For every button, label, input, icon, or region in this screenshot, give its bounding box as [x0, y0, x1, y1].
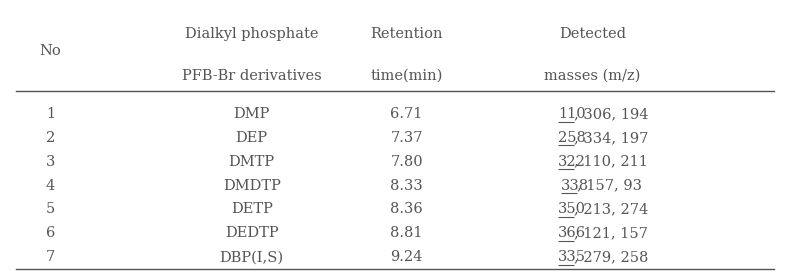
Text: DEP: DEP [235, 131, 268, 145]
Text: Dialkyl phosphate: Dialkyl phosphate [185, 27, 318, 41]
Text: Detected: Detected [559, 27, 626, 41]
Text: DBP(I,S): DBP(I,S) [220, 250, 284, 264]
Text: 5: 5 [46, 202, 55, 216]
Text: 338: 338 [561, 179, 589, 193]
Text: , 121, 157: , 121, 157 [574, 226, 648, 240]
Text: 7.80: 7.80 [390, 155, 423, 169]
Text: 1: 1 [46, 107, 55, 121]
Text: , 279, 258: , 279, 258 [574, 250, 649, 264]
Text: time(min): time(min) [371, 69, 443, 83]
Text: DMP: DMP [234, 107, 270, 121]
Text: 8.33: 8.33 [390, 179, 423, 193]
Text: 7: 7 [46, 250, 55, 264]
Text: , 334, 197: , 334, 197 [574, 131, 649, 145]
Text: 366: 366 [559, 226, 586, 240]
Text: 6.71: 6.71 [390, 107, 423, 121]
Text: DMDTP: DMDTP [223, 179, 280, 193]
Text: 9.24: 9.24 [390, 250, 423, 264]
Text: 7.37: 7.37 [390, 131, 423, 145]
Text: DMTP: DMTP [229, 155, 275, 169]
Text: PFB-Br derivatives: PFB-Br derivatives [182, 69, 322, 83]
Text: , 213, 274: , 213, 274 [574, 202, 649, 216]
Text: Retention: Retention [371, 27, 443, 41]
Text: DETP: DETP [231, 202, 273, 216]
Text: DEDTP: DEDTP [225, 226, 279, 240]
Text: 8.81: 8.81 [390, 226, 423, 240]
Text: , 157, 93: , 157, 93 [577, 179, 641, 193]
Text: 2: 2 [46, 131, 55, 145]
Text: 335: 335 [559, 250, 586, 264]
Text: 258: 258 [559, 131, 586, 145]
Text: 350: 350 [559, 202, 586, 216]
Text: masses (m/z): masses (m/z) [544, 69, 641, 83]
Text: 3: 3 [46, 155, 55, 169]
Text: 4: 4 [46, 179, 55, 193]
Text: 322: 322 [559, 155, 586, 169]
Text: 110: 110 [559, 107, 586, 121]
Text: , 110, 211: , 110, 211 [574, 155, 648, 169]
Text: , 306, 194: , 306, 194 [574, 107, 649, 121]
Text: 8.36: 8.36 [390, 202, 423, 216]
Text: 6: 6 [46, 226, 55, 240]
Text: No: No [40, 44, 62, 58]
